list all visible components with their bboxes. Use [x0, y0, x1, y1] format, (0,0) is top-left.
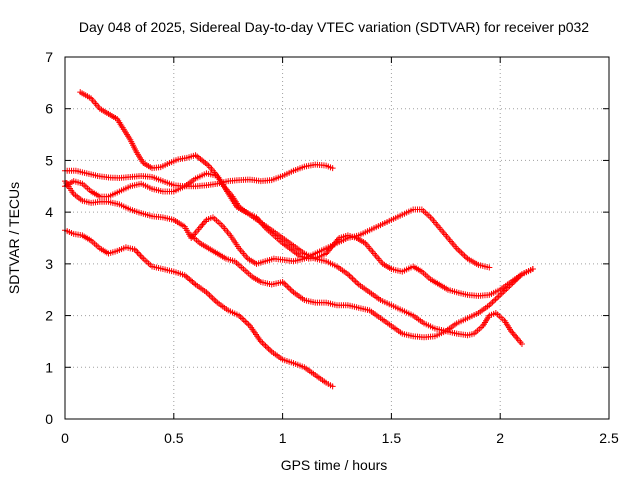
data-markers	[62, 89, 536, 390]
y-tick-label: 0	[45, 411, 53, 427]
data-point	[329, 165, 336, 172]
x-axis-label: GPS time / hours	[281, 457, 388, 473]
series-6	[188, 232, 536, 341]
x-tick-label: 2	[496, 430, 504, 446]
x-tick-label: 1	[279, 430, 287, 446]
series-5	[62, 227, 336, 390]
x-tick-label: 0	[61, 430, 69, 446]
data-point	[518, 341, 525, 348]
data-point	[486, 264, 493, 271]
data-point	[529, 266, 536, 273]
series-2	[62, 161, 336, 190]
chart-title: Day 048 of 2025, Sidereal Day-to-day VTE…	[79, 19, 589, 35]
data-point	[329, 383, 336, 390]
y-tick-label: 1	[45, 359, 53, 375]
y-tick-label: 7	[45, 49, 53, 65]
y-tick-label: 2	[45, 308, 53, 324]
x-tick-label: 2.5	[599, 430, 619, 446]
plot-frame	[64, 56, 610, 420]
series-4	[62, 178, 493, 271]
axis-ticks: 0 0.5 1 1.5 2 2.5 0 1 2 3 4 5 6 7	[45, 49, 619, 446]
y-axis-label: SDTVAR / TECUs	[6, 182, 22, 294]
y-tick-label: 5	[45, 152, 53, 168]
y-tick-label: 4	[45, 204, 53, 220]
y-tick-label: 3	[45, 256, 53, 272]
x-tick-label: 1.5	[382, 430, 402, 446]
x-tick-label: 0.5	[164, 430, 184, 446]
y-tick-label: 6	[45, 101, 53, 117]
series-3	[62, 170, 525, 348]
